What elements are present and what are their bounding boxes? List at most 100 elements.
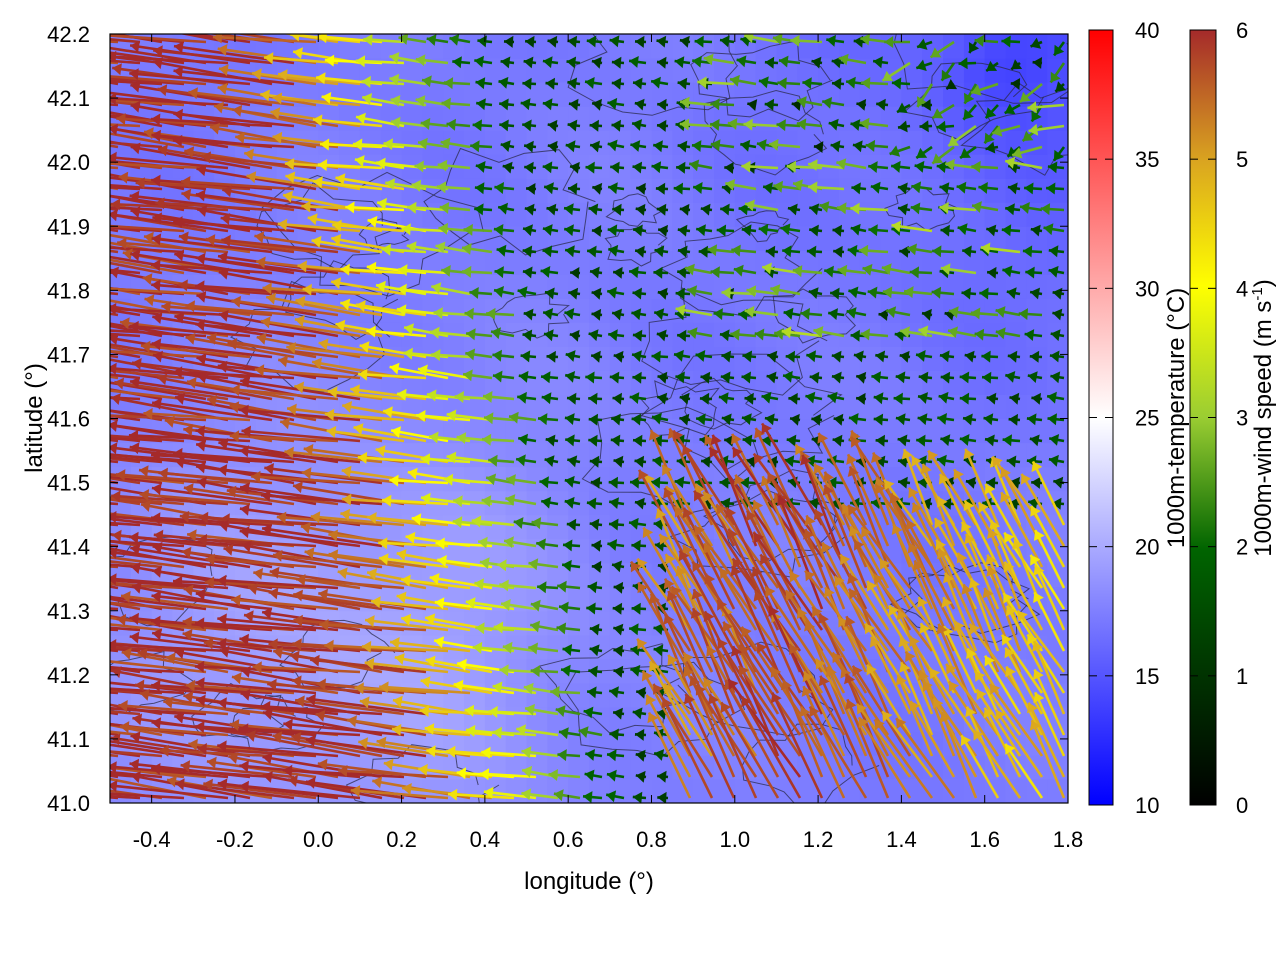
wind-arrow-head	[151, 483, 162, 496]
wind-arrow-head	[1004, 647, 1015, 659]
heat-cell	[422, 754, 444, 780]
heat-cell	[547, 226, 569, 251]
wind-arrow-head	[591, 308, 602, 321]
wind-arrow-head	[407, 201, 417, 214]
wind-arrow-head	[635, 203, 646, 216]
wind-arrow-head	[607, 139, 618, 152]
wind-arrow-head	[85, 324, 94, 336]
wind-arrow-head	[0, 751, 9, 763]
heat-cell	[630, 538, 653, 564]
wind-arrow	[151, 283, 273, 296]
wind-arrow-head	[522, 765, 533, 778]
wind-arrow-head	[404, 323, 414, 335]
wind-arrow-head	[790, 413, 800, 426]
wind-arrow-head	[261, 489, 271, 502]
wind-arrow-head	[940, 434, 951, 447]
wind-arrow	[703, 610, 758, 715]
wind-arrow	[1030, 719, 1066, 799]
wind-arrow-head	[110, 780, 118, 793]
wind-arrow	[977, 501, 1022, 568]
wind-arrow-head	[784, 455, 795, 468]
wind-arrow	[892, 523, 934, 610]
wind-arrow-head	[870, 181, 881, 194]
wind-arrow-head	[730, 328, 740, 341]
wind-arrow-head	[1053, 476, 1064, 489]
wind-arrow-head	[630, 664, 641, 677]
wind-arrow-head	[91, 468, 101, 480]
heat-cell	[734, 82, 757, 107]
wind-arrow-head	[167, 775, 177, 788]
heat-cell	[526, 226, 548, 251]
wind-arrow-head	[739, 476, 750, 489]
wind-arrow-head	[802, 671, 814, 683]
wind-arrow-head	[703, 491, 714, 503]
wind-arrow	[731, 565, 780, 673]
wind-arrow-head	[30, 115, 39, 127]
heat-cell	[401, 779, 423, 803]
heat-cell	[339, 130, 361, 155]
wind-arrow	[716, 638, 780, 736]
wind-arrow-head	[1048, 245, 1059, 258]
wind-arrow-head	[800, 307, 810, 320]
wind-arrow	[310, 658, 427, 674]
wind-arrow-head	[587, 581, 598, 594]
wind-arrow-head	[1004, 103, 1016, 115]
wind-arrow-head	[744, 305, 755, 318]
heat-cell	[984, 250, 1007, 275]
wind-arrow	[110, 578, 207, 590]
heat-cell	[235, 250, 257, 275]
wind-arrow	[110, 224, 185, 233]
wind-arrow-head	[745, 199, 755, 212]
wind-arrow	[286, 345, 383, 359]
wind-arrow-head	[847, 244, 858, 257]
wind-arrow	[708, 693, 758, 799]
heat-cell	[859, 298, 882, 323]
wind-arrow-head	[609, 371, 620, 384]
wind-arrow-head	[891, 220, 902, 233]
wind-arrow-head	[366, 325, 376, 338]
heat-cell	[880, 82, 902, 107]
wind-arrow-head	[1022, 130, 1034, 141]
wind-arrow-head	[1027, 634, 1038, 646]
wind-arrow-head	[203, 778, 213, 791]
wind-arrow-head	[656, 35, 667, 48]
wind-arrow-head	[982, 371, 992, 384]
wind-arrow	[246, 174, 339, 191]
wind-arrow	[174, 782, 295, 800]
wind-arrow	[110, 308, 141, 317]
wind-arrow-head	[651, 161, 662, 174]
wind-arrow-head	[110, 151, 117, 164]
wind-arrow-head	[196, 164, 207, 177]
wind-arrow-head	[827, 476, 837, 489]
wind-arrow-head	[180, 760, 191, 773]
wind-arrow-head	[32, 718, 42, 730]
wind-arrow-head	[429, 431, 439, 444]
wind-arrow-head	[588, 665, 598, 678]
wind-arrow	[826, 665, 868, 757]
wind-arrow-head	[185, 300, 195, 313]
wind-arrow-head	[745, 161, 756, 174]
wind-arrow-head	[266, 292, 277, 305]
wind-arrow-head	[959, 434, 970, 446]
wind-arrow-head	[654, 245, 665, 258]
wind-arrow	[180, 763, 295, 779]
wind-arrow-head	[502, 641, 513, 654]
wind-arrow-head	[891, 160, 901, 173]
wind-arrow	[719, 567, 780, 652]
heat-cell	[1047, 418, 1068, 444]
heat-cell	[672, 226, 694, 251]
wind-arrow-head	[383, 138, 393, 151]
wind-arrow-head	[153, 350, 163, 363]
wind-arrow	[777, 495, 824, 610]
y-axis: 41.041.141.241.341.441.541.641.741.841.9…	[47, 22, 1068, 816]
wind-arrow-head	[795, 444, 806, 456]
wind-arrow-head	[173, 575, 183, 588]
wind-arrow-head	[350, 384, 360, 397]
wind-arrow-head	[879, 559, 890, 570]
heat-cell	[943, 58, 965, 83]
wind-arrow	[927, 449, 978, 526]
wind-arrow-head	[608, 329, 618, 342]
wind-arrow-head	[780, 679, 793, 691]
wind-arrow-head	[226, 485, 237, 498]
plot-area	[0, 34, 1068, 803]
